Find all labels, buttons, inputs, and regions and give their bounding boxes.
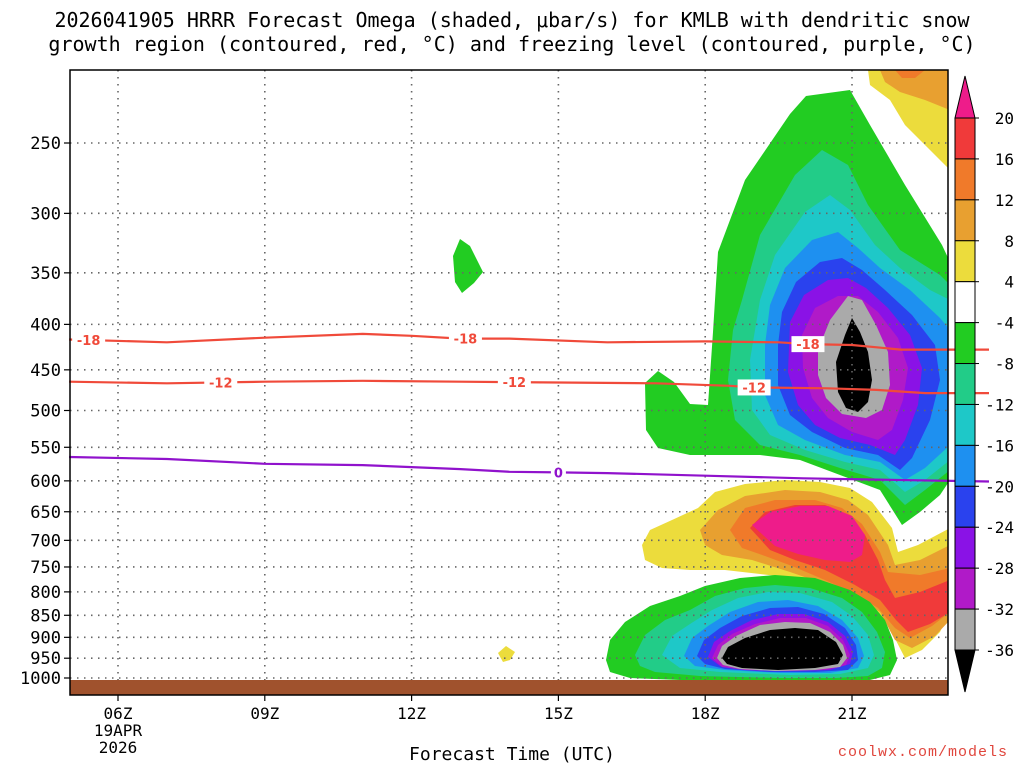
axes-layer: 2503003504004505005506006507007508008509… bbox=[20, 69, 949, 757]
x-tick-label: 21Z bbox=[838, 704, 867, 723]
ground-surface-band bbox=[70, 680, 948, 695]
contour-label-background bbox=[204, 374, 238, 391]
chart-title-line-2: growth region (contoured, red, °C) and f… bbox=[48, 32, 976, 56]
colorbar: 20 16 12 8 4 -4 -8 -12 -16 -20 -24 -28 -32 -36 bbox=[954, 75, 1014, 693]
y-tick-label: 700 bbox=[30, 531, 61, 551]
y-tick-label: 550 bbox=[30, 438, 61, 458]
colorbar-band bbox=[954, 199, 976, 242]
upper-descent-contour-12 bbox=[895, 70, 925, 78]
colorbar-band bbox=[954, 567, 976, 610]
colorbar-band bbox=[954, 403, 976, 446]
y-tick-label: 850 bbox=[30, 606, 61, 626]
colorbar-top-arrow bbox=[954, 75, 976, 119]
colorbar-band bbox=[954, 485, 976, 528]
colorbar-tick-label: 20 bbox=[995, 109, 1014, 128]
y-tick-label: 1000 bbox=[20, 669, 61, 689]
contour-label-background bbox=[550, 464, 566, 481]
colorbar-tick-label: -32 bbox=[985, 600, 1014, 619]
lower-ascent-contour-minus-36 bbox=[722, 628, 843, 670]
colorbar-tick-label: 12 bbox=[995, 191, 1014, 210]
y-tick-label: 750 bbox=[30, 558, 61, 578]
x-tick-label: 12Z bbox=[397, 704, 426, 723]
colorbar-tick-label: -16 bbox=[985, 436, 1014, 455]
colorbar-tick-label: -24 bbox=[985, 518, 1014, 537]
y-tick-label: 450 bbox=[30, 361, 61, 381]
contour-label: -18 bbox=[454, 333, 478, 348]
x-tick-label: 15Z bbox=[544, 704, 573, 723]
y-tick-label: 900 bbox=[30, 628, 61, 648]
colorbar-tick-label: -36 bbox=[985, 641, 1014, 660]
colorbar-band bbox=[954, 444, 976, 487]
upper-descent-contour-8 bbox=[880, 70, 948, 110]
descent-contour-20 bbox=[752, 506, 865, 562]
colorbar-tick-label: 4 bbox=[1004, 273, 1014, 292]
colorbar-bottom-arrow bbox=[954, 649, 976, 693]
colorbar-band bbox=[954, 608, 976, 651]
colorbar-band bbox=[954, 158, 976, 201]
contour-label-background bbox=[791, 336, 825, 353]
colorbar-tick-label: 8 bbox=[1004, 232, 1014, 251]
x-tick-label: 18Z bbox=[691, 704, 720, 723]
colorbar-band bbox=[954, 322, 976, 365]
contour-label: -18 bbox=[796, 338, 820, 353]
contour-label: -12 bbox=[209, 376, 233, 391]
y-tick-label: 250 bbox=[30, 134, 61, 154]
contour-label: -12 bbox=[742, 381, 766, 396]
contour-line--12 bbox=[69, 379, 989, 395]
x-tick-label: 06Z bbox=[104, 704, 133, 723]
contour-line--18 bbox=[69, 332, 989, 351]
contour-label: 0 bbox=[554, 466, 563, 481]
contour-label-background bbox=[497, 374, 531, 391]
x-axis-label: Forecast Time (UTC) bbox=[409, 744, 615, 765]
contour-label: -12 bbox=[503, 376, 527, 391]
colorbar-tick-label: -12 bbox=[985, 395, 1014, 414]
contour-label-background bbox=[72, 332, 106, 349]
contour-line-0 bbox=[69, 455, 990, 483]
colorbar-tick-label: 16 bbox=[995, 150, 1014, 169]
colorbar-tick-label: -8 bbox=[995, 355, 1014, 374]
temperature-contours: -18 -18 -18 -12 -12 -12 0 bbox=[69, 330, 990, 483]
contour-label: -18 bbox=[77, 334, 101, 349]
y-tick-label: 600 bbox=[30, 472, 61, 492]
colorbar-band bbox=[954, 117, 976, 160]
colorbar-tick-label: -28 bbox=[985, 559, 1014, 578]
y-tick-label: 300 bbox=[30, 204, 61, 224]
contour-label-background bbox=[448, 330, 482, 347]
y-tick-label: 950 bbox=[30, 649, 61, 669]
y-tick-label: 500 bbox=[30, 402, 61, 422]
y-tick-label: 350 bbox=[30, 264, 61, 284]
y-tick-label: 650 bbox=[30, 503, 61, 523]
y-tick-label: 400 bbox=[30, 315, 61, 335]
small-ascent-cell bbox=[453, 239, 483, 293]
colorbar-tick-label: -4 bbox=[995, 314, 1014, 333]
omega-shading-layer bbox=[453, 70, 948, 680]
colorbar-band bbox=[954, 526, 976, 569]
colorbar-band bbox=[954, 281, 976, 324]
colorbar-band bbox=[954, 240, 976, 283]
colorbar-tick-label: -20 bbox=[985, 477, 1014, 496]
contour-label-background bbox=[737, 379, 771, 396]
chart-title-line-1: 2026041905 HRRR Forecast Omega (shaded, … bbox=[54, 8, 970, 32]
x-tick-label: 09Z bbox=[250, 704, 279, 723]
x-date-label: 2026 bbox=[99, 738, 138, 757]
colorbar-band bbox=[954, 363, 976, 405]
plot-frame bbox=[69, 69, 949, 696]
small-descent-cell bbox=[498, 646, 515, 662]
x-date-label: 19APR bbox=[94, 721, 143, 740]
y-tick-label: 800 bbox=[30, 583, 61, 603]
source-watermark: coolwx.com/models bbox=[837, 744, 1008, 761]
